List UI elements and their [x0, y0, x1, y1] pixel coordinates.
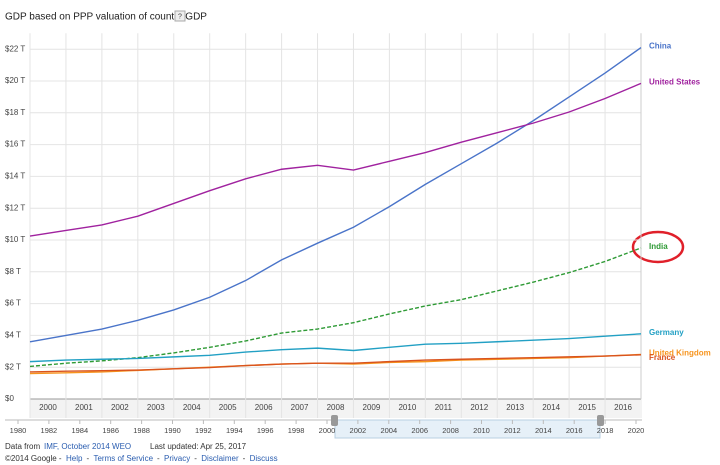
x-tick-label: 2016 — [614, 403, 632, 412]
timeline-label: 1998 — [288, 426, 305, 435]
x-tick-label: 2012 — [470, 403, 488, 412]
series-line — [29, 354, 642, 373]
y-tick-label: $18 T — [5, 108, 25, 117]
legend-label: Germany — [649, 328, 684, 337]
help-label[interactable]: ? — [178, 13, 182, 20]
x-tick-label: 2002 — [111, 403, 129, 412]
annotation-circle — [631, 230, 685, 264]
x-tick-label: 2010 — [398, 403, 416, 412]
y-tick-label: $6 T — [5, 299, 21, 308]
timeline-label: 1988 — [133, 426, 150, 435]
y-tick-label: $22 T — [5, 44, 25, 53]
chart-title: GDP based on PPP valuation of country GD… — [5, 12, 207, 23]
y-tick-label: $4 T — [5, 331, 21, 340]
y-tick-label: $12 T — [5, 203, 25, 212]
y-tick-label: $14 T — [5, 172, 25, 181]
footer-separator: - — [194, 454, 197, 463]
x-tick-label: 2005 — [219, 403, 237, 412]
legend-label: France — [649, 353, 676, 362]
timeline-handle[interactable] — [331, 415, 338, 426]
series-line — [29, 47, 642, 343]
legend-label: China — [649, 42, 672, 51]
footer: Data from IMF, October 2014 WEO Last upd… — [5, 442, 278, 463]
timeline-label: 2006 — [411, 426, 428, 435]
y-tick-label: $2 T — [5, 362, 21, 371]
timeline-label: 2010 — [473, 426, 490, 435]
footer-updated: Last updated: Apr 25, 2017 — [150, 442, 247, 451]
y-tick-label: $20 T — [5, 76, 25, 85]
x-tick-label: 2004 — [183, 403, 201, 412]
timeline-label: 2014 — [535, 426, 552, 435]
footer-link[interactable]: Privacy — [164, 454, 190, 463]
footer-separator: - — [243, 454, 246, 463]
timeline-label: 2020 — [628, 426, 645, 435]
x-tick-label: 2001 — [75, 403, 93, 412]
x-tick-label: 2013 — [506, 403, 524, 412]
series-line — [29, 82, 642, 237]
timeline-label: 2008 — [442, 426, 459, 435]
legend-label: India — [649, 242, 668, 251]
timeline-label: 2018 — [597, 426, 614, 435]
x-tick-label: 2006 — [255, 403, 273, 412]
y-tick-label: $0 — [5, 394, 14, 403]
timeline-label: 1990 — [164, 426, 181, 435]
footer-link[interactable]: Discuss — [250, 454, 278, 463]
timeline-handle[interactable] — [597, 415, 604, 426]
x-tick-label: 2007 — [291, 403, 309, 412]
footer-source[interactable]: IMF, October 2014 WEO — [44, 442, 131, 451]
x-tick-label: 2014 — [542, 403, 560, 412]
x-tick-label: 2000 — [39, 403, 57, 412]
timeline-label: 2004 — [380, 426, 397, 435]
legend-label: United Kingdom — [649, 349, 711, 358]
y-tick-label: $16 T — [5, 140, 25, 149]
timeline-label: 2000 — [319, 426, 336, 435]
x-axis-band — [30, 399, 642, 418]
timeline-label: 1996 — [257, 426, 274, 435]
footer-separator: - — [86, 454, 89, 463]
footer-separator: - — [157, 454, 160, 463]
x-tick-label: 2008 — [327, 403, 345, 412]
timeline-label: 1984 — [71, 426, 88, 435]
footer-link[interactable]: Help — [66, 454, 83, 463]
timeline-label: 1994 — [226, 426, 243, 435]
timeline-label: 1992 — [195, 426, 212, 435]
y-tick-label: $10 T — [5, 235, 25, 244]
timeline-label: 2002 — [350, 426, 367, 435]
legend-label: United States — [649, 77, 701, 86]
x-tick-label: 2015 — [578, 403, 596, 412]
footer-link[interactable]: Terms of Service — [93, 454, 153, 463]
x-tick-label: 2011 — [435, 403, 453, 412]
timeline-range[interactable] — [334, 419, 601, 439]
y-tick-label: $8 T — [5, 267, 21, 276]
x-tick-label: 2003 — [147, 403, 165, 412]
footer-link[interactable]: Disclaimer — [201, 454, 239, 463]
timeline-label: 2016 — [566, 426, 583, 435]
timeline-label: 1986 — [102, 426, 119, 435]
footer-copyright: ©2014 Google - — [5, 454, 62, 463]
timeline-label: 1980 — [10, 426, 27, 435]
help-icon[interactable] — [174, 10, 186, 22]
timeline-label: 2012 — [504, 426, 521, 435]
series-line — [29, 333, 642, 363]
footer-data-from: Data from — [5, 442, 40, 451]
x-tick-label: 2009 — [363, 403, 381, 412]
timeline-label: 1982 — [41, 426, 58, 435]
